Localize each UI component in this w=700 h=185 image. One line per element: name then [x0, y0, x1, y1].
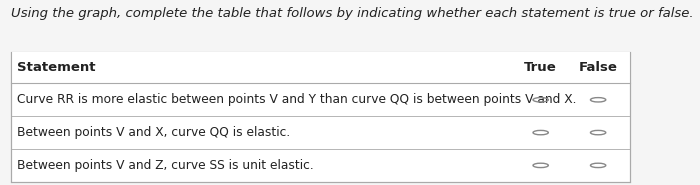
Text: Between points V and Z, curve SS is unit elastic.: Between points V and Z, curve SS is unit… — [18, 159, 314, 172]
Text: Using the graph, complete the table that follows by indicating whether each stat: Using the graph, complete the table that… — [11, 7, 694, 20]
Text: True: True — [524, 61, 557, 74]
Text: Statement: Statement — [18, 61, 96, 74]
Text: Curve RR is more elastic between points V and Y than curve QQ is between points : Curve RR is more elastic between points … — [18, 93, 577, 106]
Text: Between points V and X, curve QQ is elastic.: Between points V and X, curve QQ is elas… — [18, 126, 290, 139]
Text: False: False — [579, 61, 617, 74]
